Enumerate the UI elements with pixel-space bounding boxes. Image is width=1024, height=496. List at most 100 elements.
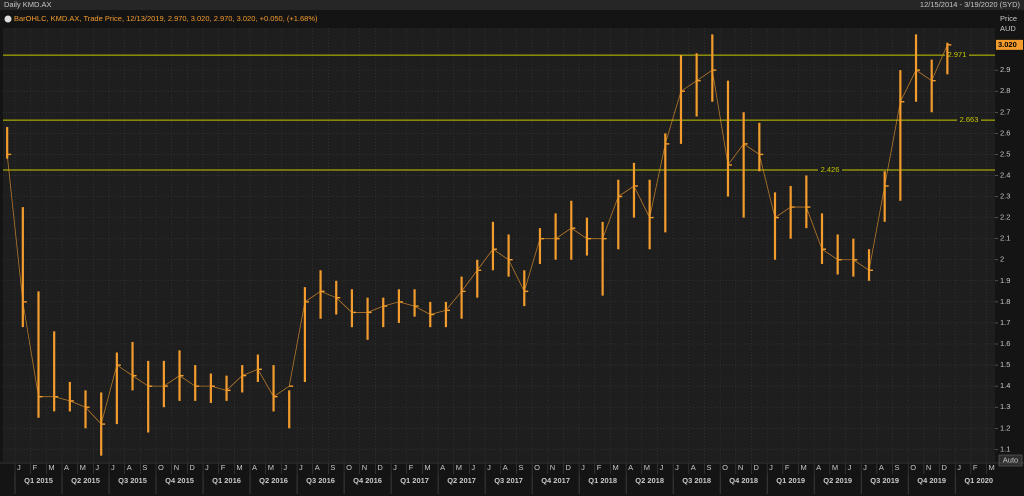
x-tick-label: J [471, 463, 475, 472]
y-tick-label: 1.8 [1000, 297, 1010, 306]
x-tick-label: D [942, 463, 948, 472]
x-tick-label: J [299, 463, 303, 472]
x-tick-label: J [17, 463, 21, 472]
x-tick-label: F [785, 463, 790, 472]
x-tick-label: A [691, 463, 696, 472]
x-tick-label: N [362, 463, 367, 472]
y-tick-label: 2.1 [1000, 234, 1010, 243]
x-tick-label: S [142, 463, 147, 472]
y-tick-label: 2.9 [1000, 65, 1010, 74]
quarter-label: Q2 2015 [71, 476, 100, 485]
y-tick-label: 1.5 [1000, 360, 1010, 369]
header-bar [0, 0, 1024, 10]
x-tick-label: J [393, 463, 397, 472]
y-tick-label: 2.7 [1000, 107, 1010, 116]
x-tick-label: O [346, 463, 352, 472]
y-tick-label: 1.4 [1000, 381, 1010, 390]
x-tick-label: M [80, 463, 86, 472]
x-tick-label: M [644, 463, 650, 472]
y-tick-label: 2.2 [1000, 213, 1010, 222]
x-tick-label: D [753, 463, 759, 472]
y-tick-label: 2.4 [1000, 170, 1010, 179]
level-label-bg [945, 50, 969, 60]
last-price-badge [996, 39, 1023, 50]
x-tick-label: A [503, 463, 508, 472]
x-tick-label: F [33, 463, 38, 472]
x-tick-label: A [440, 463, 445, 472]
quarter-label: Q1 2016 [212, 476, 241, 485]
x-tick-label: J [848, 463, 852, 472]
y-tick-label: 1.9 [1000, 276, 1010, 285]
x-tick-label: J [863, 463, 867, 472]
x-tick-label: D [377, 463, 383, 472]
x-tick-label: F [973, 463, 978, 472]
quarter-label: Q4 2019 [917, 476, 946, 485]
x-tick-label: S [518, 463, 523, 472]
legend-icon[interactable] [4, 15, 12, 23]
date-range: 12/15/2014 - 3/19/2020 (SYD) [920, 0, 1021, 9]
x-tick-label: A [127, 463, 132, 472]
x-tick-label: M [268, 463, 274, 472]
quarter-label: Q3 2017 [494, 476, 523, 485]
quarter-label: Q1 2020 [964, 476, 993, 485]
x-tick-label: N [926, 463, 931, 472]
level-label-bg [818, 165, 842, 175]
auto-button[interactable] [998, 454, 1023, 467]
x-tick-label: J [283, 463, 287, 472]
x-tick-label: S [706, 463, 711, 472]
x-tick-label: J [957, 463, 961, 472]
x-tick-label: A [628, 463, 633, 472]
x-tick-label: A [816, 463, 821, 472]
quarter-label: Q1 2017 [400, 476, 429, 485]
quarter-label: Q2 2018 [635, 476, 664, 485]
x-tick-label: F [597, 463, 602, 472]
quarter-label: Q1 2019 [776, 476, 805, 485]
x-tick-label: M [832, 463, 838, 472]
x-tick-label: J [111, 463, 115, 472]
x-tick-label: D [565, 463, 571, 472]
quarter-label: Q2 2016 [259, 476, 288, 485]
plot-area [3, 28, 995, 462]
quarter-label: Q2 2017 [447, 476, 476, 485]
level-label: 2.663 [960, 115, 979, 124]
x-tick-label: J [659, 463, 663, 472]
y-tick-label: 1.3 [1000, 402, 1010, 411]
quarter-label: Q1 2015 [24, 476, 53, 485]
auto-button-label[interactable]: Auto [1003, 455, 1018, 464]
y-tick-label: 1.1 [1000, 444, 1010, 453]
quarter-label: Q2 2019 [823, 476, 852, 485]
x-tick-label: M [48, 463, 54, 472]
x-tick-label: O [534, 463, 540, 472]
last-price-label: 3.020 [998, 40, 1017, 49]
y-tick-label: 1.2 [1000, 423, 1010, 432]
x-tick-label: A [315, 463, 320, 472]
x-tick-label: O [910, 463, 916, 472]
x-tick-label: A [252, 463, 257, 472]
level-label-bg [957, 115, 981, 125]
y-tick-label: 2.5 [1000, 149, 1010, 158]
quarter-label: Q3 2018 [682, 476, 711, 485]
legend: BarOHLC, KMD.AX, Trade Price, 12/13/2019… [14, 14, 318, 23]
y-tick-label: 1.6 [1000, 339, 1010, 348]
x-tick-label: J [95, 463, 99, 472]
chart-title: Daily KMD.AX [4, 0, 52, 9]
level-label: 2.971 [948, 50, 967, 59]
y-tick-label: 2.3 [1000, 192, 1010, 201]
level-label: 2.426 [821, 165, 840, 174]
x-tick-label: M [236, 463, 242, 472]
x-tick-label: N [550, 463, 555, 472]
y-tick-label: 2.6 [1000, 128, 1010, 137]
x-tick-label: F [409, 463, 414, 472]
x-tick-label: N [174, 463, 179, 472]
x-tick-label: N [738, 463, 743, 472]
x-tick-label: F [221, 463, 226, 472]
x-tick-label: S [895, 463, 900, 472]
quarter-label: Q3 2019 [870, 476, 899, 485]
x-tick-label: J [675, 463, 679, 472]
quarter-label: Q3 2015 [118, 476, 147, 485]
x-tick-label: M [989, 463, 995, 472]
x-tick-label: A [879, 463, 884, 472]
x-tick-label: M [612, 463, 618, 472]
x-tick-label: A [64, 463, 69, 472]
